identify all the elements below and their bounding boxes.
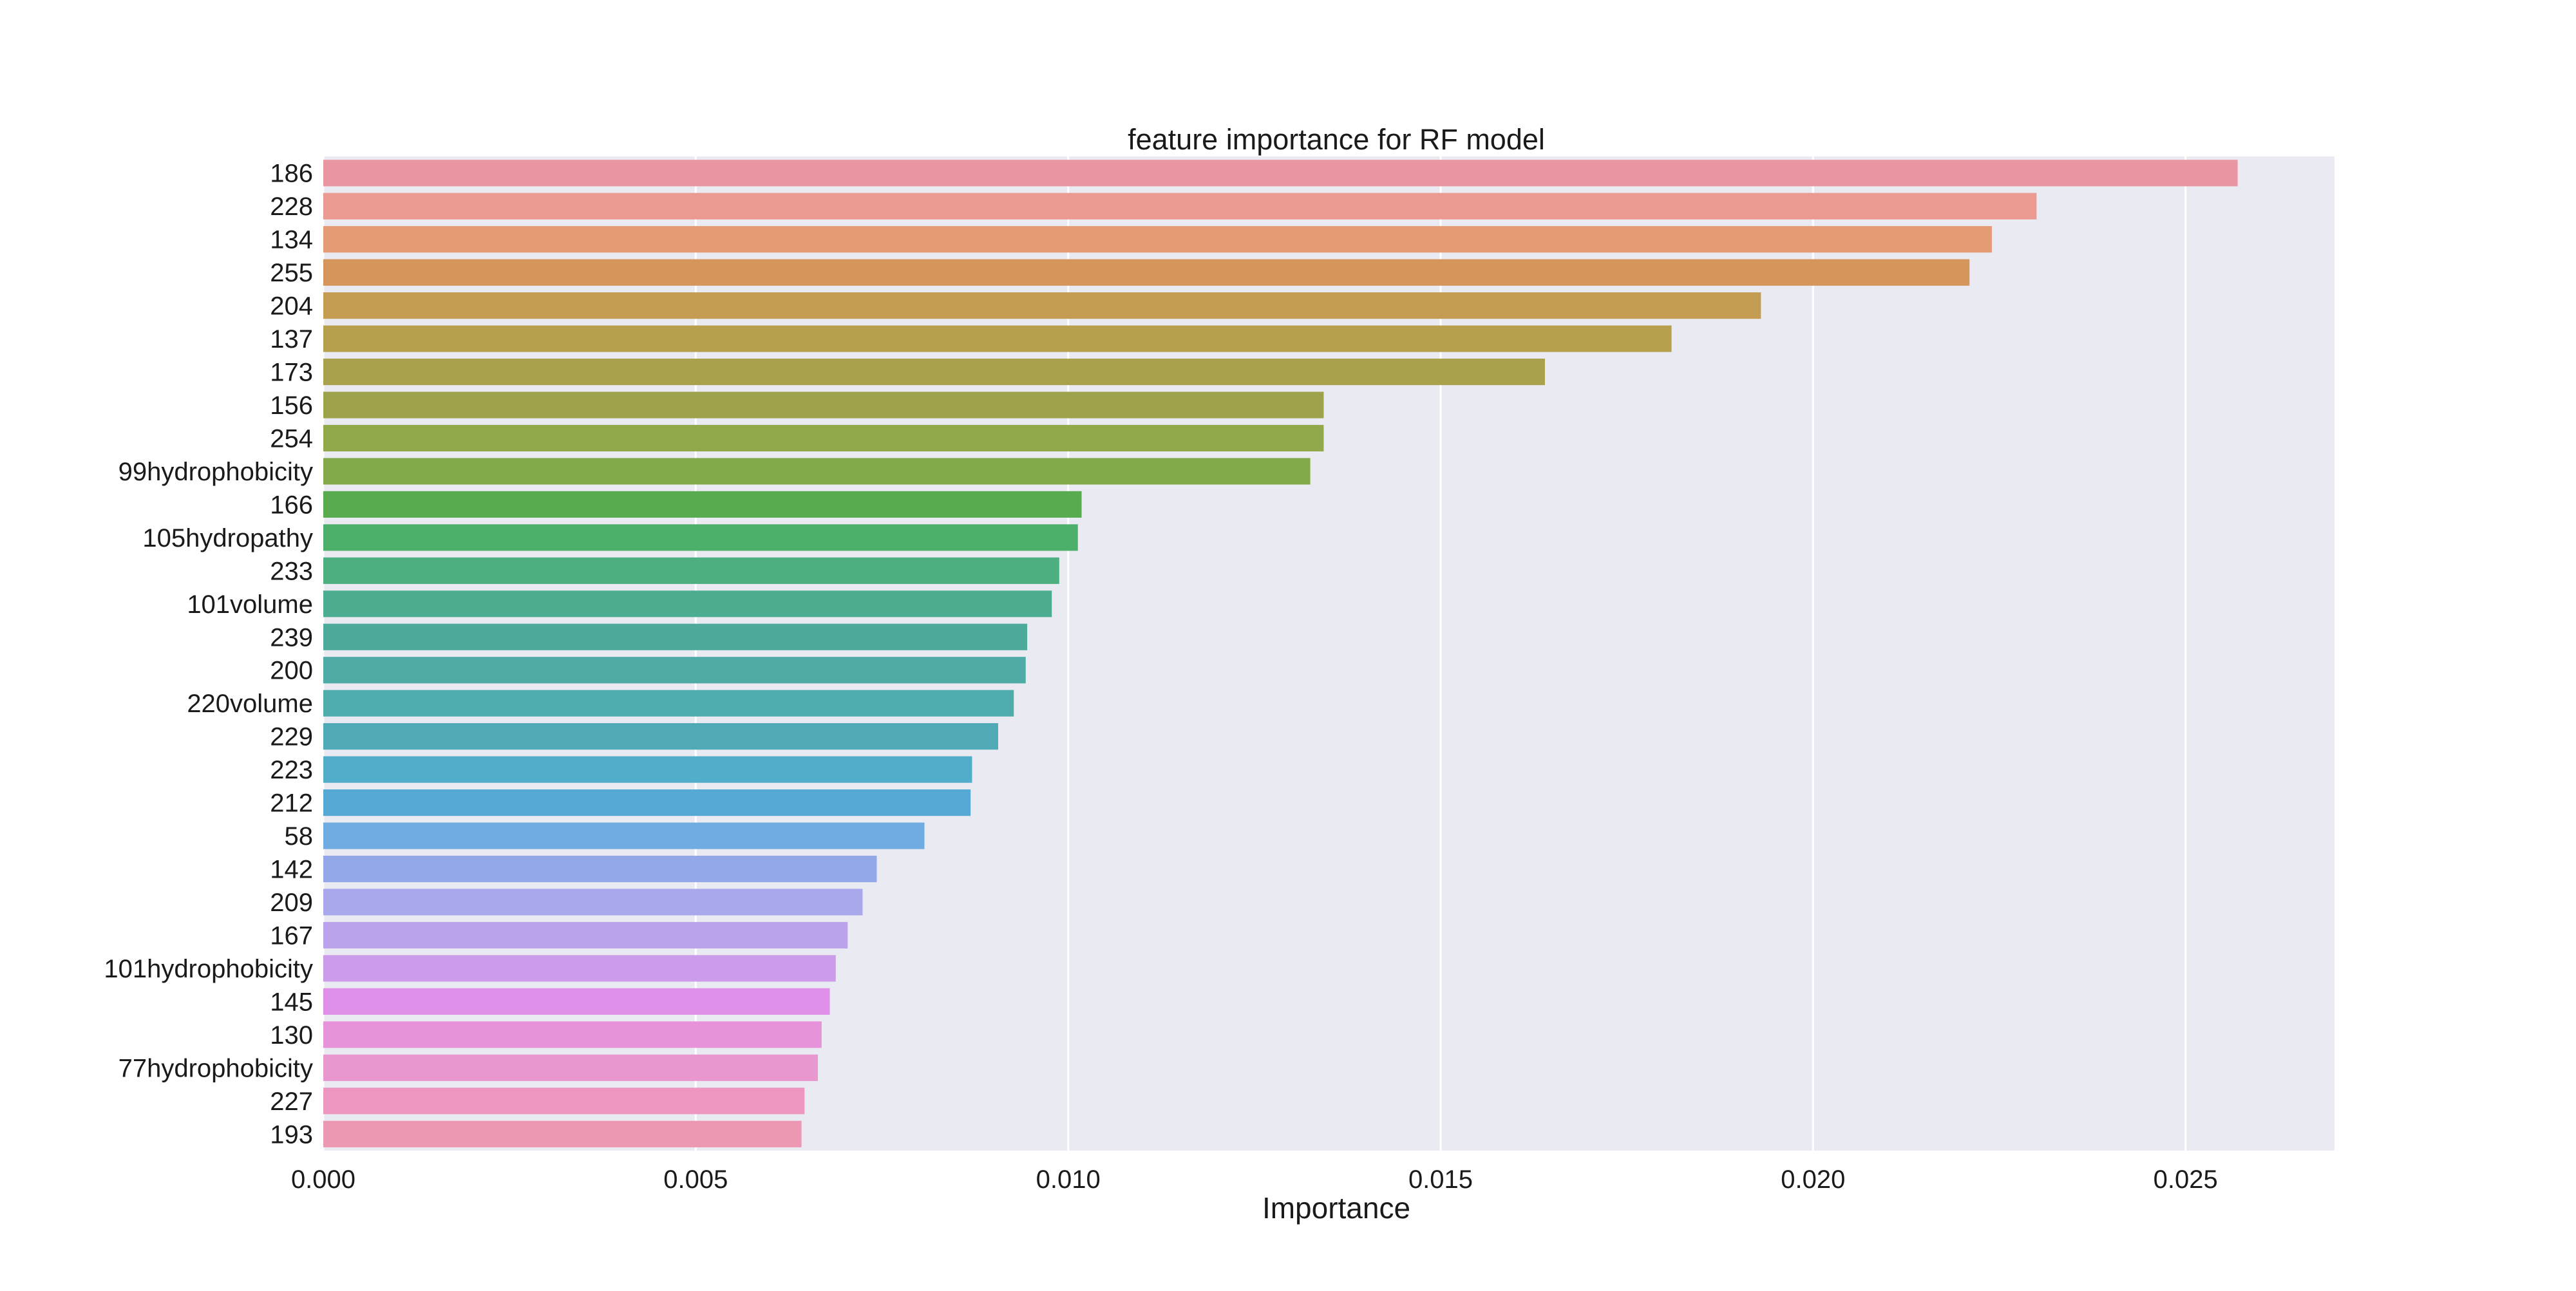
y-category-label: 212 xyxy=(270,789,313,818)
y-category-label: 233 xyxy=(270,557,313,585)
y-category-label: 142 xyxy=(270,856,313,884)
bar-223 xyxy=(323,756,972,783)
y-category-label: 229 xyxy=(270,723,313,751)
y-category-label: 209 xyxy=(270,889,313,917)
bar-99hydrophobicity xyxy=(323,458,1311,485)
bar-105hydropathy xyxy=(323,524,1078,551)
x-tick-label: 0.020 xyxy=(1781,1165,1845,1194)
y-category-label: 77hydrophobicity xyxy=(118,1054,313,1082)
x-tick-label: 0.000 xyxy=(291,1165,355,1194)
y-category-label: 239 xyxy=(270,623,313,652)
bar-186 xyxy=(323,160,2238,187)
y-category-label: 200 xyxy=(270,657,313,685)
y-category-label: 227 xyxy=(270,1088,313,1116)
y-category-label: 58 xyxy=(285,822,314,851)
bar-204 xyxy=(323,292,1761,319)
chart-title: feature importance for RF model xyxy=(1128,123,1545,156)
bar-130 xyxy=(323,1021,822,1048)
y-category-label: 193 xyxy=(270,1120,313,1149)
y-category-label: 145 xyxy=(270,988,313,1016)
bar-193 xyxy=(323,1120,802,1147)
y-category-label: 228 xyxy=(270,193,313,221)
bar-227 xyxy=(323,1088,805,1115)
x-axis-title: Importance xyxy=(1262,1191,1410,1225)
y-category-label: 101volume xyxy=(187,590,313,619)
bar-254 xyxy=(323,424,1324,452)
y-category-label: 186 xyxy=(270,160,313,188)
y-category-label: 220volume xyxy=(187,690,313,718)
bar-145 xyxy=(323,988,830,1015)
x-tick-label: 0.005 xyxy=(663,1165,728,1194)
bar-229 xyxy=(323,723,998,750)
y-category-label: 166 xyxy=(270,491,313,519)
y-category-label: 134 xyxy=(270,226,313,254)
bar-134 xyxy=(323,226,1992,253)
bar-228 xyxy=(323,193,2037,220)
bar-142 xyxy=(323,855,877,883)
y-category-label: 173 xyxy=(270,359,313,387)
bar-77hydrophobicity xyxy=(323,1054,819,1081)
bar-239 xyxy=(323,623,1028,650)
y-category-label: 105hydropathy xyxy=(142,524,313,552)
bar-156 xyxy=(323,391,1324,419)
plot-area xyxy=(323,156,2334,1151)
bar-220volume xyxy=(323,690,1014,717)
y-category-label: 130 xyxy=(270,1021,313,1050)
bar-212 xyxy=(323,789,971,816)
bar-101hydrophobicity xyxy=(323,955,836,982)
bar-233 xyxy=(323,557,1059,584)
y-category-label: 254 xyxy=(270,424,313,453)
bar-209 xyxy=(323,889,863,916)
bar-167 xyxy=(323,921,848,949)
bar-101volume xyxy=(323,590,1052,617)
y-category-label: 204 xyxy=(270,292,313,321)
y-category-label: 167 xyxy=(270,921,313,950)
y-category-label: 156 xyxy=(270,391,313,420)
bar-166 xyxy=(323,491,1082,518)
x-tick-label: 0.015 xyxy=(1408,1165,1473,1194)
bar-200 xyxy=(323,657,1026,684)
bar-58 xyxy=(323,822,925,849)
bar-255 xyxy=(323,259,1970,286)
x-tick-label: 0.025 xyxy=(2154,1165,2218,1194)
y-category-label: 255 xyxy=(270,259,313,287)
x-tick-label: 0.010 xyxy=(1036,1165,1101,1194)
y-category-label: 137 xyxy=(270,325,313,353)
bar-173 xyxy=(323,358,1545,386)
bar-137 xyxy=(323,325,1672,352)
y-category-label: 101hydrophobicity xyxy=(104,955,313,983)
y-category-label: 223 xyxy=(270,756,313,784)
y-category-label: 99hydrophobicity xyxy=(118,458,313,486)
